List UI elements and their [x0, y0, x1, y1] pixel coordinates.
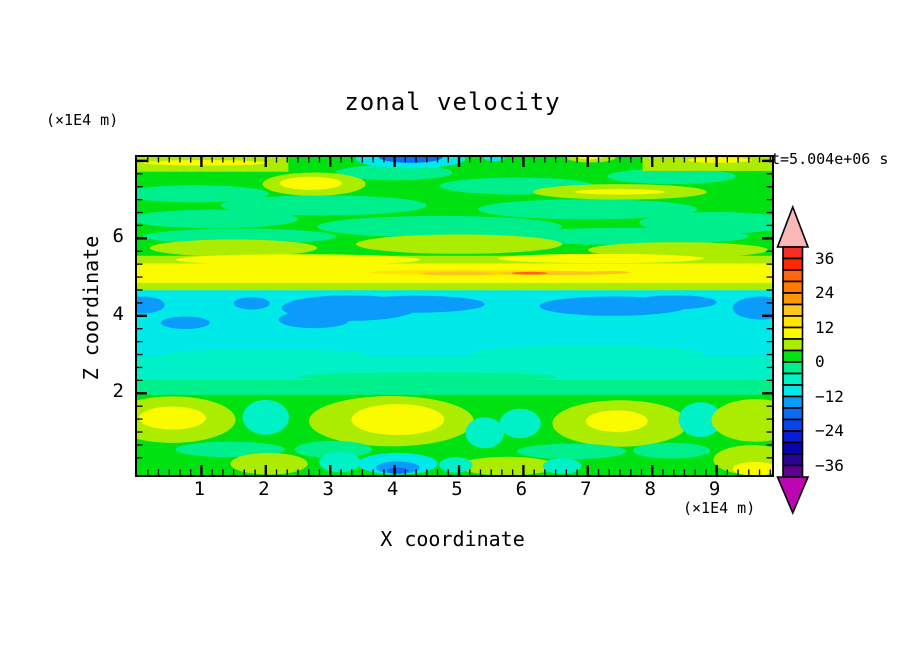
colorbar-segment — [782, 441, 804, 455]
axis-ticks — [137, 157, 772, 475]
x-axis-label: X coordinate — [380, 527, 525, 551]
x-tick-label: 1 — [193, 478, 206, 500]
colorbar-tick-label: −12 — [815, 386, 844, 406]
colorbar-segment — [782, 372, 804, 386]
colorbar-segment — [782, 430, 804, 444]
colorbar-segment — [782, 269, 804, 283]
x-tick-label: 9 — [708, 478, 721, 500]
x-tick-label: 3 — [322, 478, 334, 500]
time-annotation: t=5.004e+06 s — [771, 150, 889, 168]
colorbar-segment — [782, 257, 804, 271]
colorbar-segment — [782, 315, 804, 329]
colorbar-tick-label: 0 — [815, 352, 825, 371]
x-tick-label: 5 — [451, 478, 463, 500]
colorbar-tick-label: −36 — [815, 455, 844, 475]
colorbar-segment — [782, 464, 804, 478]
colorbar-over-arrow — [776, 204, 810, 248]
plot-title: zonal velocity — [344, 88, 561, 116]
colorbar-tick-label: −24 — [815, 421, 844, 440]
x-tick-label: 2 — [258, 478, 270, 500]
y-tick-label: 2 — [112, 380, 124, 403]
plot-area — [135, 155, 774, 477]
colorbar-segment — [782, 407, 804, 421]
colorbar-tick-label: 24 — [815, 283, 835, 302]
x-tick-label: 6 — [515, 478, 528, 500]
colorbar-segment — [782, 303, 804, 317]
colorbar-tick-label: 36 — [815, 248, 835, 268]
x-axis-units-label: (×1E4 m) — [683, 499, 756, 517]
colorbar-segment — [782, 280, 804, 294]
y-tick-label: 6 — [112, 225, 124, 248]
colorbar-segment — [782, 292, 804, 306]
colorbar-segment — [782, 418, 804, 432]
colorbar-tick-label: 12 — [815, 317, 835, 337]
colorbar-segment — [782, 326, 804, 340]
y-axis-units-label: (×1E4 m) — [46, 111, 119, 129]
colorbar — [776, 204, 810, 516]
colorbar-segment — [782, 338, 804, 352]
x-tick-label: 7 — [580, 478, 592, 500]
contour-plot — [137, 157, 772, 475]
colorbar-segment — [782, 246, 804, 260]
contour-layers — [137, 157, 772, 475]
colorbar-segment — [782, 395, 804, 409]
x-tick-label: 8 — [644, 478, 656, 500]
colorbar-segment — [782, 361, 804, 375]
x-tick-label: 4 — [386, 478, 399, 500]
colorbar-under-arrow — [776, 476, 810, 516]
colorbar-segment — [782, 453, 804, 467]
y-tick-label: 4 — [112, 302, 124, 325]
colorbar-segment — [782, 349, 804, 363]
colorbar-segment — [782, 384, 804, 398]
